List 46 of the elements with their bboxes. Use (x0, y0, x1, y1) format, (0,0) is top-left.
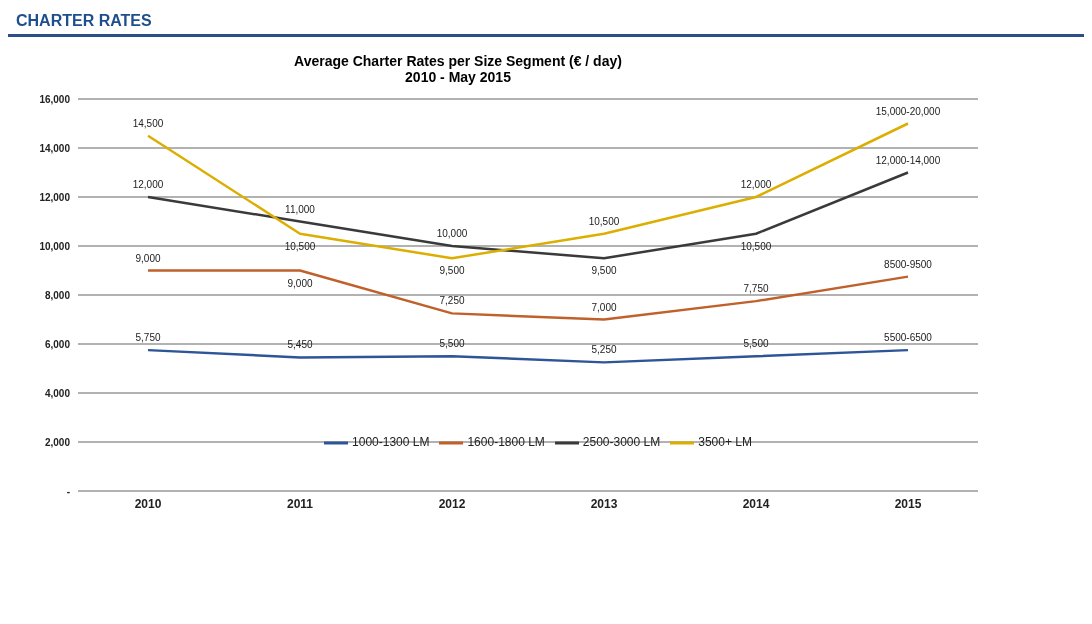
y-tick-label: 10,000 (39, 240, 71, 252)
data-label: 15,000-20,000 (875, 105, 941, 117)
data-label: 9,500 (439, 265, 465, 277)
y-tick-label: 12,000 (39, 191, 71, 203)
data-label: 5,500 (439, 338, 465, 350)
data-label: 5500-6500 (884, 332, 933, 344)
data-label: 12,000 (132, 179, 164, 190)
chart-title: Average Charter Rates per Size Segment (€ / day) (293, 53, 623, 69)
x-tick-label: 2015 (894, 496, 922, 511)
y-tick-label: 8,000 (44, 289, 71, 301)
legend-label: 1600-1800 LM (467, 435, 545, 450)
y-tick-label: 14,000 (39, 142, 71, 154)
data-label: 5,500 (743, 338, 769, 350)
data-label: 5,250 (591, 344, 617, 356)
data-label: 9,500 (591, 265, 617, 277)
data-label: 7,250 (439, 295, 465, 307)
legend-label: 2500-3000 LM (582, 435, 661, 450)
legend-label: 1000-1300 LM (352, 435, 430, 450)
data-label: 12,000-14,000 (875, 154, 941, 166)
data-label: 10,500 (588, 215, 620, 227)
chart-subtitle: 2010 - May 2015 (404, 69, 512, 85)
data-label: 12,000 (740, 179, 772, 190)
data-label: 10,000 (436, 228, 468, 239)
data-label: 11,000 (285, 203, 316, 215)
y-tick-label: 6,000 (44, 338, 71, 350)
data-label: 7,000 (591, 301, 617, 313)
x-tick-label: 2010 (134, 496, 162, 511)
data-label: 9,000 (135, 252, 161, 264)
data-label: 9,000 (287, 277, 313, 289)
x-tick-label: 2013 (590, 496, 618, 511)
data-label: 5,750 (135, 332, 161, 344)
legend-label: 3500+ LM (698, 435, 752, 450)
text: CHARTER RATES (8, 8, 1084, 37)
y-tick-label: 2,000 (44, 436, 71, 448)
data-label: 10,500 (740, 240, 772, 252)
x-tick-label: 2011 (286, 496, 314, 511)
x-tick-label: 2014 (742, 496, 770, 511)
data-label: 10,500 (284, 240, 316, 252)
y-tick-label: 4,000 (44, 387, 71, 399)
y-tick-label: 16,000 (39, 93, 71, 105)
data-label: 5,450 (287, 339, 313, 351)
data-label: 7,750 (743, 283, 769, 295)
data-label: 14,500 (132, 117, 164, 129)
data-label: 8500-9500 (884, 258, 933, 270)
y-tick-label: - (66, 485, 70, 497)
x-tick-label: 2012 (438, 496, 466, 511)
